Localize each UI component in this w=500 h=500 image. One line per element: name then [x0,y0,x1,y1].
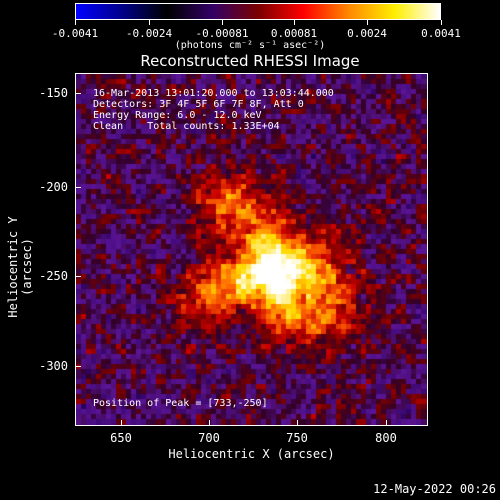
colorbar-tick [294,20,295,25]
timestamp-footer: 12-May-2022 00:26 [373,482,496,496]
x-axis-label: Heliocentric X (arcsec) [168,447,335,461]
colorbar-tick-label: 0.0041 [421,27,461,40]
ytick-label: -300 [39,359,68,373]
colorbar-tick-label: 0.0024 [347,27,387,40]
y-axis-label: Heliocentric Y (arcsec) [6,216,34,318]
ytick-label: -250 [39,269,68,283]
ytick-label: -150 [39,86,68,100]
colorbar-tick-label: 0.00081 [270,27,318,40]
annotation-detectors: Detectors: 3F 4F 5F 6F 7F 8F, Att 0 [93,99,304,110]
plot-title: Reconstructed RHESSI Image [140,52,360,70]
annotation-time-range: 16-Mar-2013 13:01:20.000 to 13:03:44.000 [93,88,334,99]
image-plot[interactable]: 16-Mar-2013 13:01:20.000 to 13:03:44.000… [75,73,428,426]
xtick [121,420,122,426]
colorbar-tick [149,20,150,25]
annotation-peak: Position of Peak = [733,-250] [93,398,268,409]
annotation-clean: Clean Total counts: 1.33E+04 [93,121,280,132]
annotation-energy: Energy Range: 6.0 - 12.0 keV [93,110,262,121]
colorbar-tick-label: -0.0024 [125,27,173,40]
xtick-label: 700 [198,431,220,445]
colorbar-tick [75,20,76,25]
xtick-label: 800 [375,431,397,445]
ytick-label: -200 [39,180,68,194]
xtick-label: 650 [110,431,132,445]
ytick [75,187,81,188]
ytick [75,93,81,94]
colorbar-tick [222,20,223,25]
colorbar-units: (photons cm⁻² s⁻¹ asec⁻²) [174,40,326,51]
xtick-label: 750 [286,431,308,445]
xtick [297,420,298,426]
colorbar-tick-label: -0.00081 [195,27,249,40]
xtick [386,420,387,426]
colorbar [75,3,441,20]
ytick [75,276,81,277]
rhessi-image [76,74,427,425]
colorbar-tick-label: -0.0041 [51,27,99,40]
xtick [209,420,210,426]
ytick [75,366,81,367]
colorbar-tick [441,20,442,25]
colorbar-tick [367,20,368,25]
